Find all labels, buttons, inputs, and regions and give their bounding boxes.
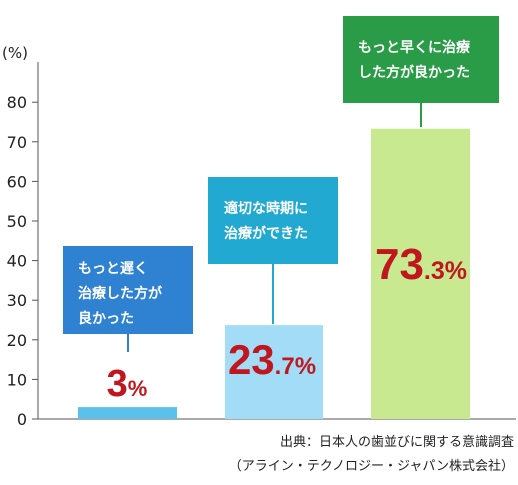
bar [371,128,470,419]
callout-box [343,16,499,103]
category-label: 適切な時期に [224,200,308,217]
y-tick-label: 70 [7,133,27,152]
value-label: 73.3% [375,240,467,289]
category-label: 治療ができた [224,225,308,242]
y-tick-label: 10 [7,370,27,389]
y-tick-label: 40 [7,252,27,271]
bar [225,325,323,419]
category-label: もっと早くに治療 [358,39,471,56]
category-label: もっと遅く [78,261,148,277]
bar [78,407,177,419]
bars [78,128,470,419]
y-tick-label: 50 [7,212,27,231]
y-axis: 0 10 20 30 40 50 60 70 80 [7,62,516,429]
y-tick-label: 80 [7,93,27,112]
value-labels: 3% 23.7% 73.3% [107,240,467,405]
source-line-2: （アライン・テクノロジー・ジャパン株式会社） [229,458,514,474]
category-label: 良かった [78,310,134,327]
y-tick-label: 60 [7,172,27,191]
category-label: 治療した方が [78,285,163,302]
value-label: 3% [107,363,148,405]
callout-box [63,246,193,334]
value-label: 23.7% [228,336,316,383]
y-tick-label: 30 [7,291,27,310]
y-axis-unit-label: (%) [2,44,28,62]
y-tick-label: 0 [17,410,27,429]
category-label: した方が良かった [358,64,470,81]
source-line-1: 出典：日本人の歯並びに関する意識調査 [280,434,514,450]
y-tick-label: 20 [7,331,27,350]
callout-box [208,177,338,264]
